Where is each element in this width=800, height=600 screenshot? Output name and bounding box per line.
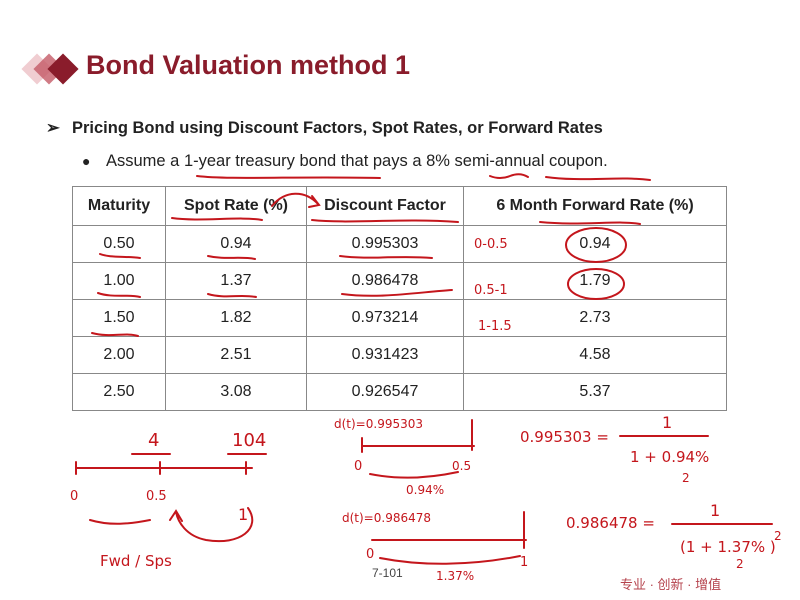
table-row: 1.50 1.82 0.973214 2.73	[72, 299, 727, 337]
table-row: 1.00 1.37 0.986478 1.79	[72, 262, 727, 300]
timeline-1-arrow	[169, 507, 254, 543]
header-forward-rate: 6 Month Forward Rate (%)	[463, 186, 727, 226]
timeline-2-label-0: 0	[354, 459, 362, 474]
header-maturity: Maturity	[72, 186, 166, 226]
cell-discount-factor: 0.926547	[306, 373, 464, 411]
cell-discount-factor: 0.931423	[306, 336, 464, 374]
header-spot-rate: Spot Rate (%)	[165, 186, 307, 226]
equation-1-lhs: 0.995303 =	[520, 428, 609, 446]
timeline-2-label-05: 0.5	[452, 459, 471, 473]
table-header-row: Maturity Spot Rate (%) Discount Factor 6…	[72, 186, 727, 226]
bullet-sub: ● Assume a 1-year treasury bond that pays…	[82, 152, 608, 171]
cell-forward-rate: 5.37	[463, 373, 727, 411]
timeline-1-label-05: 0.5	[146, 489, 167, 504]
cell-discount-factor: 0.973214	[306, 299, 464, 337]
cell-forward-rate: 2.73	[463, 299, 727, 337]
slide-title-bar: Bond Valuation method 1	[21, 48, 582, 92]
discount-eq-2: d(t)=0.986478	[342, 511, 431, 525]
timeline-2-bracket	[369, 471, 459, 479]
cashflow-4: 4	[148, 430, 159, 451]
underline-8pct	[489, 173, 529, 179]
bullet-sub-text: Assume a 1-year treasury bond that pays …	[106, 152, 608, 170]
timeline-1-bracket	[89, 519, 151, 525]
cell-forward-rate: 1.79	[463, 262, 727, 300]
cell-discount-factor: 0.995303	[306, 225, 464, 263]
cell-maturity: 0.50	[72, 225, 166, 263]
header-discount-factor: Discount Factor	[306, 186, 464, 226]
cell-forward-rate: 0.94	[463, 225, 727, 263]
cell-spot-rate: 3.08	[165, 373, 307, 411]
timeline-3-label-1: 1	[520, 555, 528, 570]
underline-1-year-bond	[196, 175, 381, 179]
equation-1-numerator: 1	[662, 413, 672, 432]
page-number: 7-101	[372, 566, 403, 580]
cell-maturity: 2.00	[72, 336, 166, 374]
cell-maturity: 2.50	[72, 373, 166, 411]
cell-discount-factor: 0.986478	[306, 262, 464, 300]
cell-spot-rate: 2.51	[165, 336, 307, 374]
equation-2-denominator: (1 + 1.37% )	[680, 538, 776, 556]
slide-title: Bond Valuation method 1	[86, 50, 411, 80]
footer-brand: 专业 · 创新 · 增值	[620, 577, 722, 592]
underline-semi-annual	[545, 176, 651, 181]
table-row: 2.50 3.08 0.926547 5.37	[72, 373, 727, 411]
equation-1-denominator: 1 + 0.94%	[630, 448, 709, 466]
equation-2-numerator: 1	[710, 501, 720, 520]
table-row: 2.00 2.51 0.931423 4.58	[72, 336, 727, 374]
table-row: 0.50 0.94 0.995303 0.94	[72, 225, 727, 263]
bullet-main-text: Pricing Bond using Discount Factors, Spo…	[72, 119, 603, 137]
cell-maturity: 1.00	[72, 262, 166, 300]
fwd-spot-note: Fwd / Sps	[100, 552, 172, 570]
rate-note-094: 0.94%	[406, 483, 444, 497]
cell-spot-rate: 1.82	[165, 299, 307, 337]
cell-spot-rate: 1.37	[165, 262, 307, 300]
cell-spot-rate: 0.94	[165, 225, 307, 263]
equation-2-lhs: 0.986478 =	[566, 514, 655, 532]
timeline-1-label-0: 0	[70, 489, 78, 504]
rate-note-137: 1.37%	[436, 569, 474, 583]
equation-2-denominator-2: 2	[736, 557, 744, 571]
timeline-3-label-0: 0	[366, 547, 374, 562]
discount-eq-1: d(t)=0.995303	[334, 417, 423, 431]
cell-maturity: 1.50	[72, 299, 166, 337]
arrow-bullet-icon: ➢	[46, 119, 60, 137]
dot-bullet-icon: ●	[82, 153, 91, 169]
rates-table: Maturity Spot Rate (%) Discount Factor 6…	[72, 186, 727, 411]
cashflow-104: 104	[232, 430, 266, 451]
timeline-3-bracket	[379, 555, 521, 565]
cell-forward-rate: 4.58	[463, 336, 727, 374]
bullet-main: ➢ Pricing Bond using Discount Factors, Sp…	[46, 118, 603, 138]
equation-2-exponent: 2	[774, 529, 782, 543]
equation-1-denominator-2: 2	[682, 471, 690, 485]
timeline-1-label-1: 1	[238, 505, 248, 524]
